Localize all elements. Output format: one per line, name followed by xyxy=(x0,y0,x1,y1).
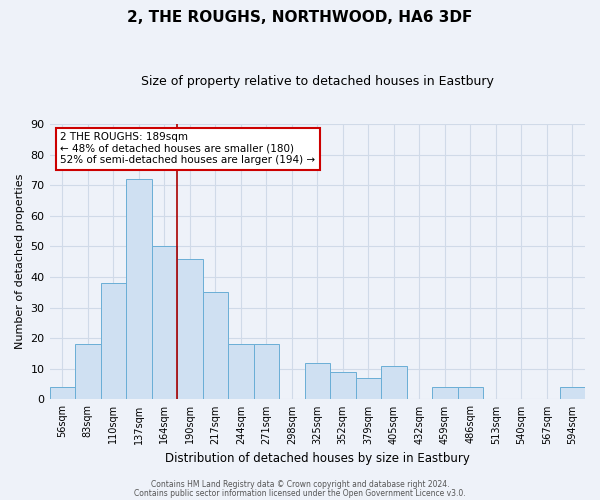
Text: 2 THE ROUGHS: 189sqm
← 48% of detached houses are smaller (180)
52% of semi-deta: 2 THE ROUGHS: 189sqm ← 48% of detached h… xyxy=(60,132,316,166)
Bar xyxy=(203,292,228,400)
Text: 2, THE ROUGHS, NORTHWOOD, HA6 3DF: 2, THE ROUGHS, NORTHWOOD, HA6 3DF xyxy=(127,10,473,25)
X-axis label: Distribution of detached houses by size in Eastbury: Distribution of detached houses by size … xyxy=(165,452,470,465)
Bar xyxy=(305,362,330,400)
Text: Contains public sector information licensed under the Open Government Licence v3: Contains public sector information licen… xyxy=(134,488,466,498)
Y-axis label: Number of detached properties: Number of detached properties xyxy=(15,174,25,350)
Text: Contains HM Land Registry data © Crown copyright and database right 2024.: Contains HM Land Registry data © Crown c… xyxy=(151,480,449,489)
Bar xyxy=(177,258,203,400)
Bar xyxy=(458,387,483,400)
Bar xyxy=(432,387,458,400)
Bar xyxy=(75,344,101,400)
Title: Size of property relative to detached houses in Eastbury: Size of property relative to detached ho… xyxy=(141,75,494,88)
Bar xyxy=(560,387,585,400)
Bar xyxy=(50,387,75,400)
Bar xyxy=(126,179,152,400)
Bar xyxy=(381,366,407,400)
Bar xyxy=(330,372,356,400)
Bar xyxy=(228,344,254,400)
Bar xyxy=(254,344,279,400)
Bar xyxy=(101,283,126,400)
Bar xyxy=(356,378,381,400)
Bar xyxy=(152,246,177,400)
